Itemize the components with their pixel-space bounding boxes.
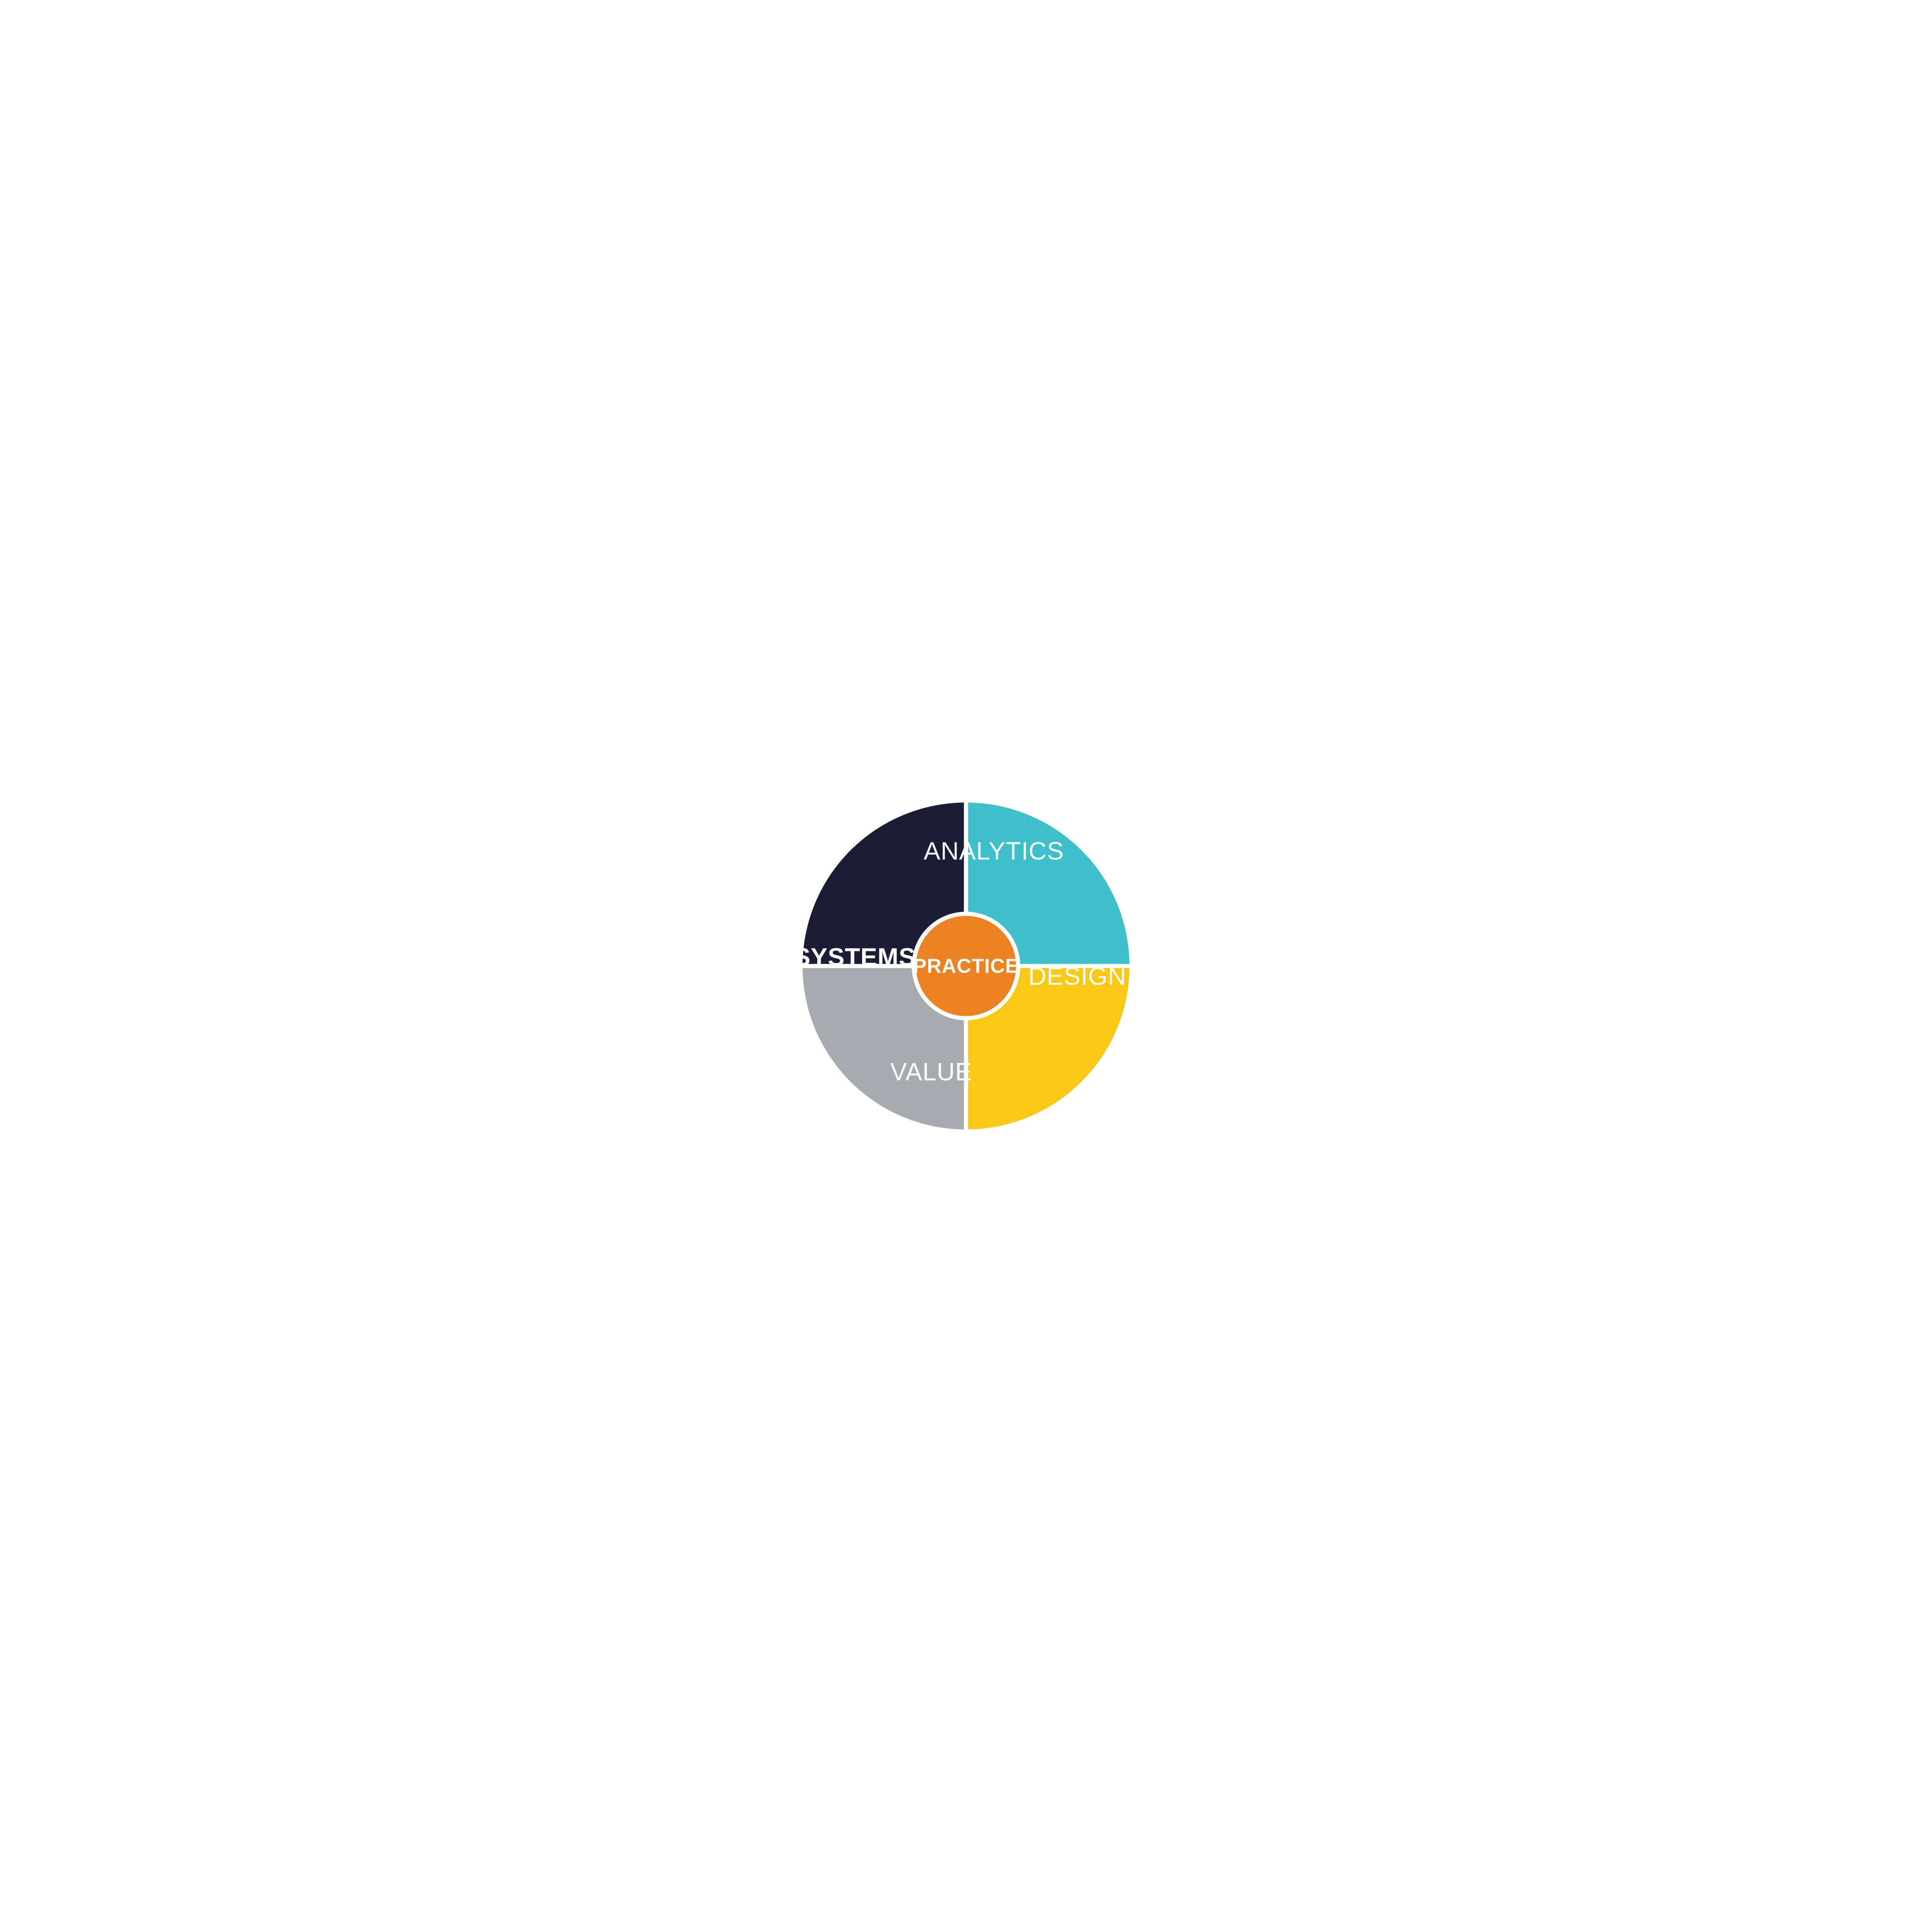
- segment-label-analytics: ANALYTICS: [923, 837, 1064, 865]
- pinwheel-diagram: ANALYTICS DESIGN VALUE SYSTEMSPRACTICE: [792, 792, 1140, 1140]
- center-label: PRACTICE: [913, 955, 1019, 977]
- segment-label-systems: SYSTEMS: [794, 943, 916, 971]
- segment-label-value: VALUE: [890, 1058, 972, 1086]
- segment-label-design: DESIGN: [1028, 962, 1126, 990]
